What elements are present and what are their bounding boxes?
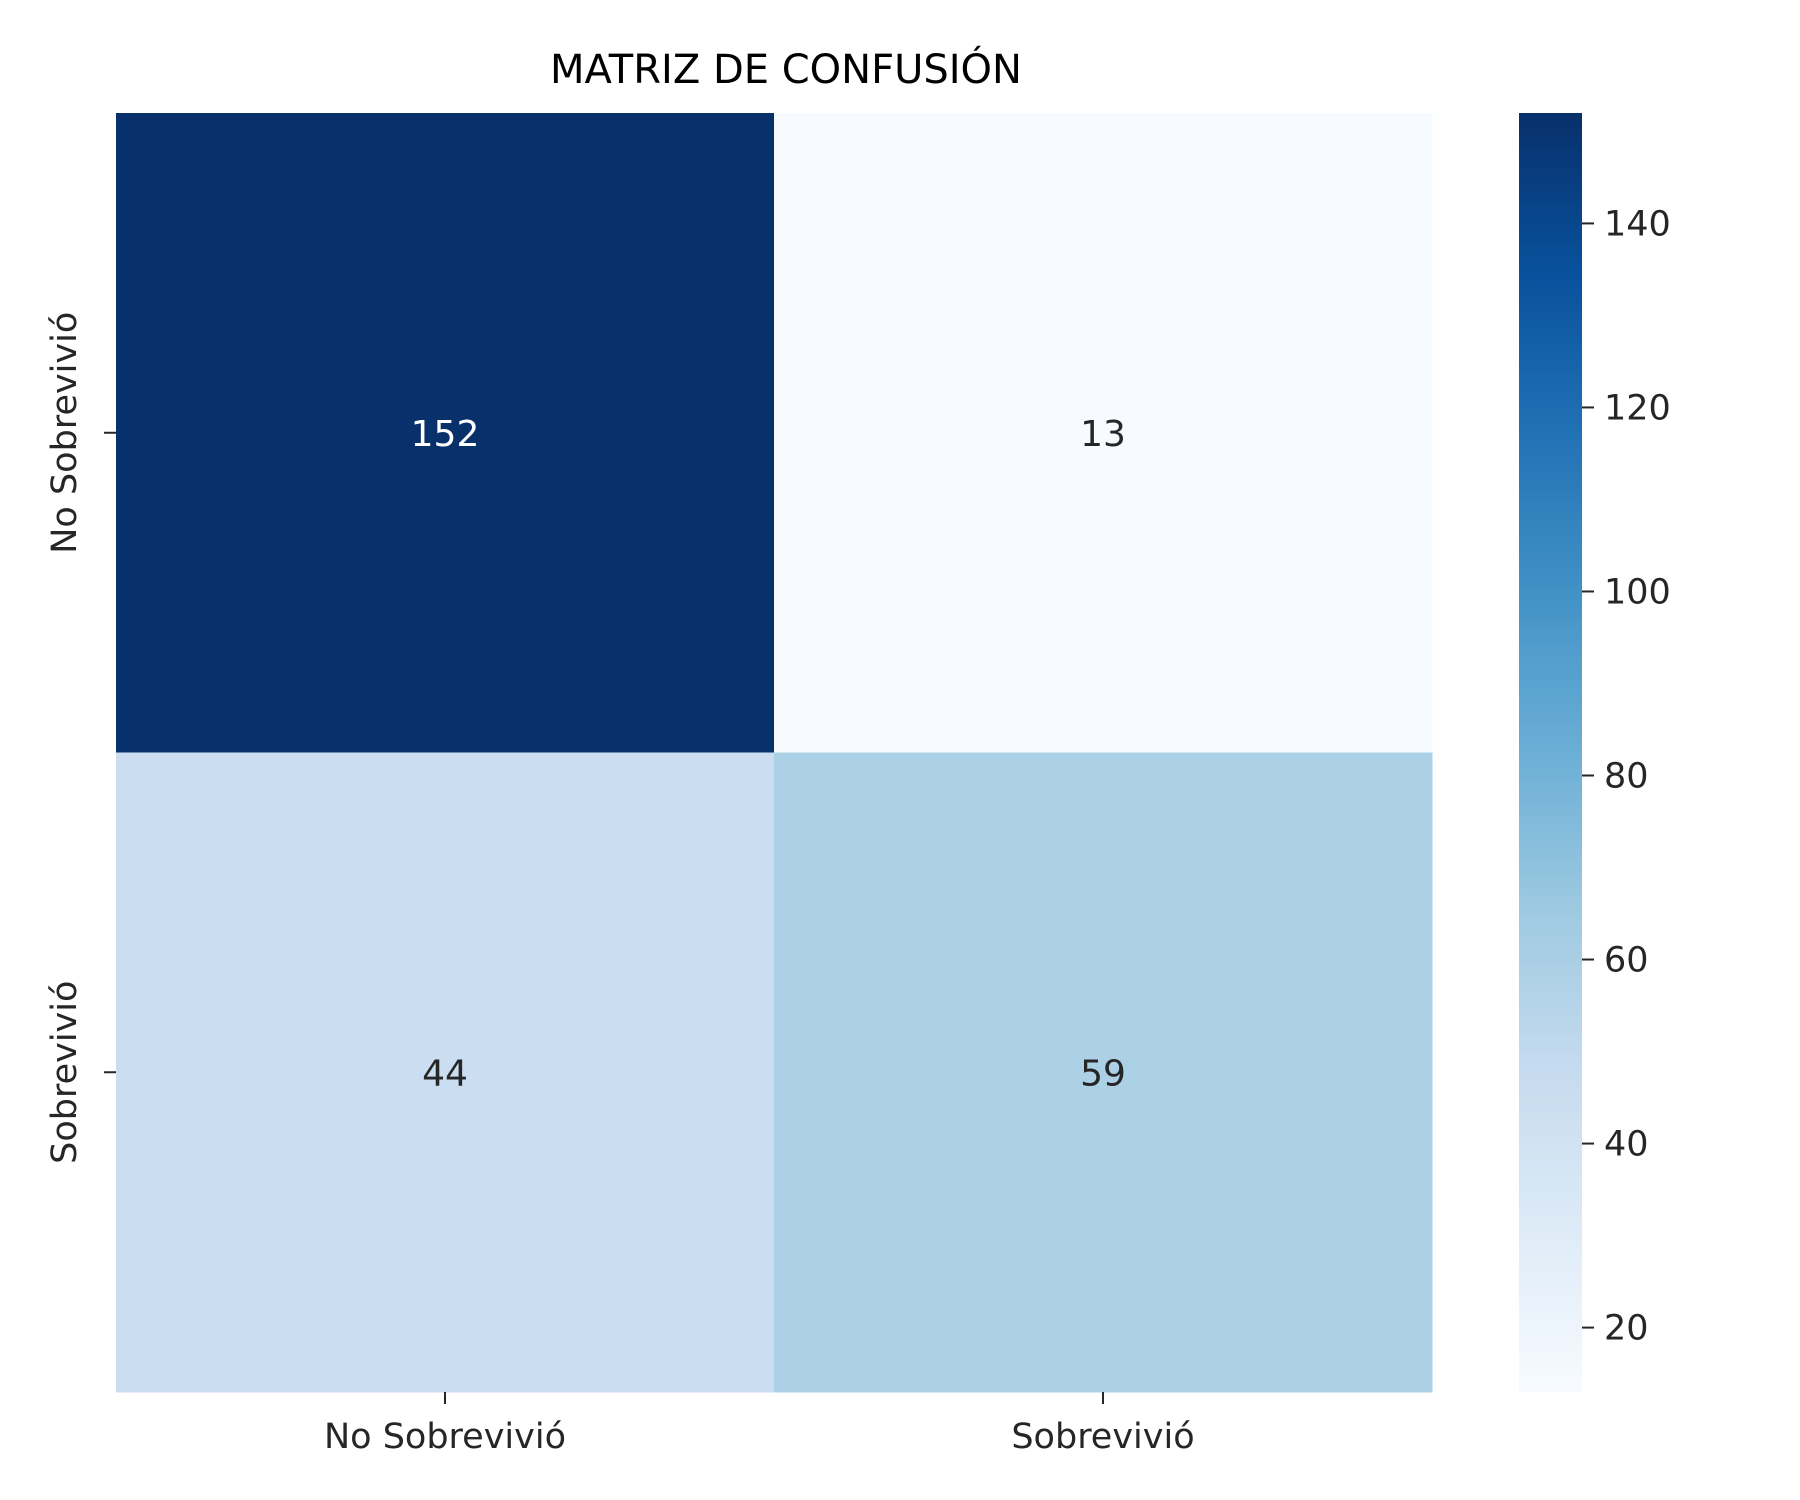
heatmap-cell xyxy=(116,113,775,753)
y-tick-label: No Sobrevivió xyxy=(45,312,85,554)
cell-value-label: 152 xyxy=(411,414,480,455)
cell-value-label: 44 xyxy=(422,1053,468,1094)
heatmap-cell xyxy=(774,752,1433,1393)
colorbar-tick-label: 100 xyxy=(1604,572,1671,612)
colorbar-gradient xyxy=(1519,113,1582,1392)
x-tick-label: No Sobrevivió xyxy=(324,1417,566,1457)
colorbar-tick-label: 120 xyxy=(1604,388,1671,428)
heatmap-cell xyxy=(774,113,1433,753)
x-axis: No Sobrevivió Sobrevivió xyxy=(324,1392,1195,1457)
colorbar: 20 40 60 80 100 120 140 xyxy=(1519,113,1671,1392)
colorbar-tick-label: 140 xyxy=(1604,204,1671,244)
colorbar-tick-label: 40 xyxy=(1604,1125,1649,1165)
heatmap-cell-labels: 152 13 44 59 xyxy=(411,414,1126,1095)
x-tick-label: Sobrevivió xyxy=(1011,1417,1194,1457)
cell-value-label: 59 xyxy=(1080,1053,1126,1094)
colorbar-tick-label: 60 xyxy=(1604,941,1649,981)
heatmap-cells xyxy=(116,113,1433,1393)
y-tick-label: Sobrevivió xyxy=(45,981,85,1164)
heatmap-cell xyxy=(116,752,775,1393)
y-axis: No Sobrevivió Sobrevivió xyxy=(45,312,116,1164)
colorbar-tick-label: 20 xyxy=(1604,1309,1649,1349)
cell-value-label: 13 xyxy=(1080,414,1126,455)
colorbar-tick-label: 80 xyxy=(1604,757,1649,797)
chart-title: MATRIZ DE CONFUSIÓN xyxy=(550,45,1022,93)
